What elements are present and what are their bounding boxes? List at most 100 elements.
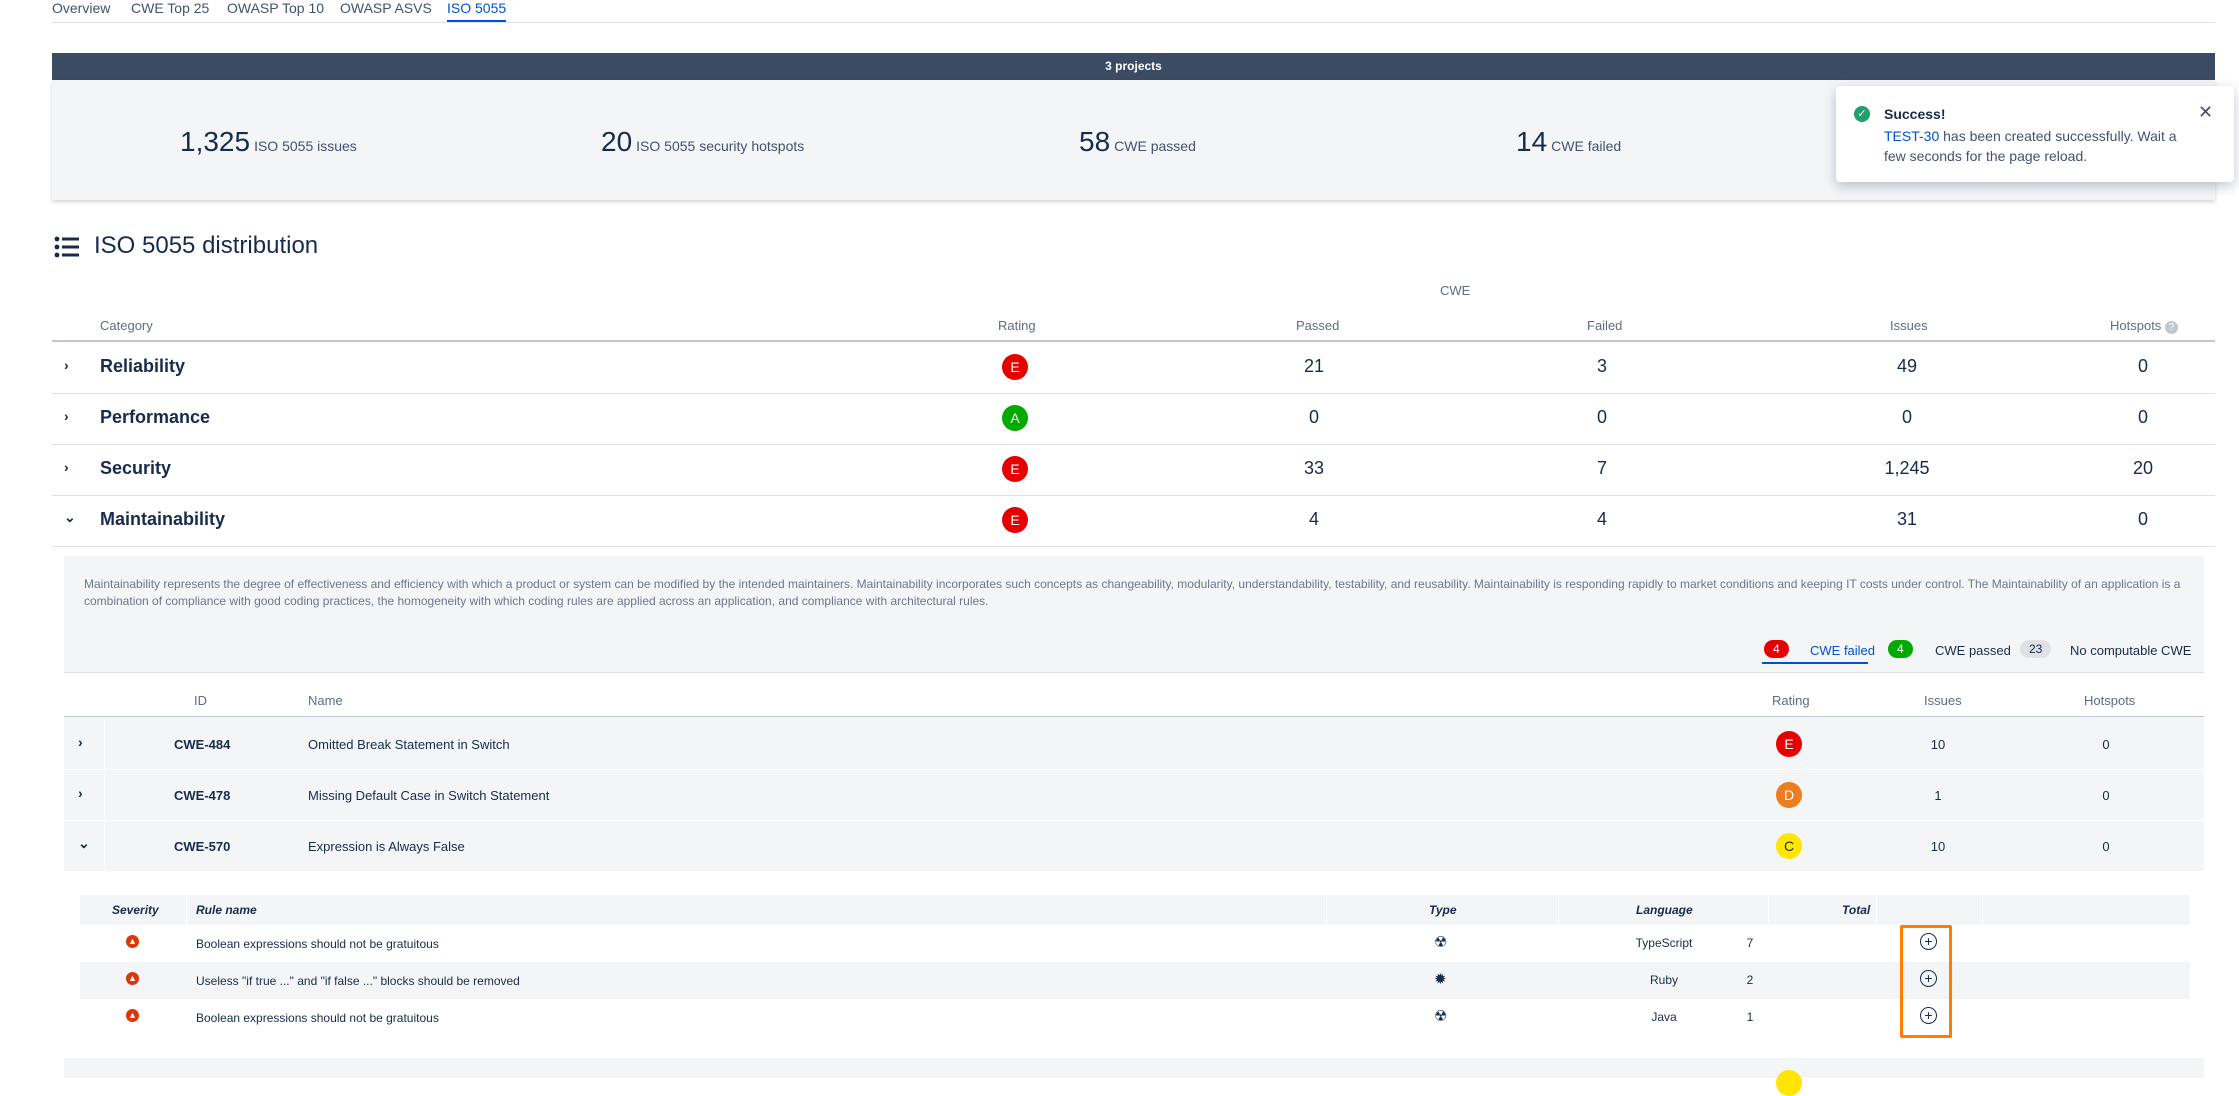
cwe-row-484[interactable]: › CWE-484 Omitted Break Statement in Swi…	[64, 719, 2204, 770]
toast-text: has been created successfully. Wait a fe…	[1884, 128, 2177, 164]
issues-value: 31	[1896, 509, 1918, 529]
col-hotspots-label: Hotspots	[2110, 318, 2162, 333]
rule-name[interactable]: Boolean expressions should not be gratui…	[196, 1011, 439, 1025]
hotspots-value: 0	[2102, 788, 2110, 803]
chevron-right-icon[interactable]: ›	[64, 357, 69, 373]
section-title: ISO 5055 distribution	[94, 232, 319, 259]
cwe-row-478[interactable]: › CWE-478 Missing Default Case in Switch…	[64, 770, 2204, 821]
add-circle-icon[interactable]: +	[1920, 1007, 1937, 1024]
col-rule-name: Rule name	[196, 903, 257, 917]
rule-name[interactable]: Boolean expressions should not be gratui…	[196, 937, 439, 951]
tab-owasp-asvs[interactable]: OWASP ASVS	[340, 0, 432, 16]
failed-value: 3	[1596, 356, 1607, 376]
filter-cwe-passed[interactable]: CWE passed	[1935, 643, 2011, 658]
add-circle-icon[interactable]: +	[1920, 970, 1937, 987]
list-icon	[54, 236, 79, 258]
filter-failed-count: 4	[1764, 640, 1789, 658]
help-icon[interactable]: ?	[2164, 321, 2178, 334]
rating-badge: A	[1002, 405, 1028, 431]
passed-value: 0	[1308, 407, 1319, 427]
col-hotspots: Hotspots	[2084, 693, 2136, 708]
filter-no-computable[interactable]: No computable CWE	[2070, 643, 2192, 658]
next-cwe-row-partial	[64, 1058, 2204, 1096]
chevron-down-icon[interactable]: ⌄	[78, 835, 90, 851]
issues-value: 1,245	[1884, 458, 1930, 478]
category-row-security[interactable]: › Security E 33 7 1,245 20	[52, 444, 2215, 494]
chevron-right-icon[interactable]: ›	[78, 785, 83, 801]
chevron-down-icon[interactable]: ⌄	[64, 509, 76, 525]
category-row-performance[interactable]: › Performance A 0 0 0 0	[52, 393, 2215, 443]
cwe-table-header: ID Name Rating Issues Hotspots	[64, 672, 2204, 717]
rule-total: 1	[1746, 1010, 1754, 1024]
toast-title: Success!	[1884, 106, 1946, 122]
tab-owasp-top-10[interactable]: OWASP Top 10	[227, 0, 325, 16]
col-issues: Issues	[1924, 693, 1962, 708]
chevron-right-icon[interactable]: ›	[64, 459, 69, 475]
stat-cwe-failed: 14 CWE failed	[1516, 126, 1621, 158]
cwe-name: Missing Default Case in Switch Statement	[308, 788, 550, 803]
rule-language: Ruby	[1649, 973, 1678, 987]
col-separator	[1326, 895, 1327, 925]
category-row-maintainability[interactable]: ⌄ Maintainability E 4 4 31 0	[52, 495, 2215, 545]
failed-value: 0	[1596, 407, 1607, 427]
category-name: Reliability	[100, 356, 186, 376]
col-separator	[186, 895, 187, 925]
tab-overview[interactable]: Overview	[52, 0, 111, 16]
rule-language: TypeScript	[1635, 936, 1693, 950]
category-row-reliability[interactable]: › Reliability E 21 3 49 0	[52, 342, 2215, 392]
cwe-id: CWE-570	[174, 839, 231, 854]
issues-value: 10	[1930, 737, 1946, 752]
col-rating: Rating	[1772, 693, 1810, 708]
rating-badge: E	[1002, 354, 1028, 380]
col-type: Type	[1429, 903, 1457, 917]
top-tabs: Overview CWE Top 25 OWASP Top 10 OWASP A…	[52, 0, 2215, 23]
filter-cwe-failed[interactable]: CWE failed	[1810, 643, 1876, 658]
rule-row: ▲ Useless "if true ..." and "if false ..…	[80, 962, 2190, 999]
tab-cwe-top-25[interactable]: CWE Top 25	[131, 0, 210, 16]
projects-bar: 3 projects	[52, 53, 2215, 80]
col-severity: Severity	[112, 903, 159, 917]
hotspots-value: 0	[2137, 509, 2148, 529]
cwe-id: CWE-478	[174, 788, 231, 803]
cwe-header-divider	[64, 716, 2204, 717]
col-separator	[1982, 895, 1983, 925]
category-name: Security	[100, 458, 172, 478]
cwe-group-header: CWE	[1440, 283, 1471, 298]
rating-badge: E	[1002, 456, 1028, 482]
issues-value: 0	[1901, 407, 1912, 427]
cwe-row-570[interactable]: ⌄ CWE-570 Expression is Always False C 1…	[64, 821, 2204, 872]
add-circle-icon[interactable]: +	[1920, 933, 1937, 950]
passed-value: 4	[1308, 509, 1319, 529]
failed-value: 4	[1596, 509, 1607, 529]
toast-issue-link[interactable]: TEST-30	[1884, 128, 1940, 144]
col-separator	[1558, 895, 1559, 925]
hotspots-value: 0	[2102, 839, 2110, 854]
col-id: ID	[194, 693, 207, 708]
bug-icon: ✹	[1434, 971, 1447, 988]
row-divider	[52, 393, 2215, 394]
rule-row: ▲ Boolean expressions should not be grat…	[80, 999, 2190, 1036]
code-smell-icon: ☢	[1434, 1008, 1448, 1025]
tab-iso-5055[interactable]: ISO 5055	[447, 0, 507, 22]
close-icon[interactable]: ✕	[2198, 102, 2214, 122]
cwe-name: Omitted Break Statement in Switch	[308, 737, 510, 752]
col-total: Total	[1842, 903, 1871, 917]
col-separator	[1876, 895, 1877, 925]
rule-name[interactable]: Useless "if true ..." and "if false ..."…	[196, 974, 520, 988]
rule-language: Java	[1651, 1010, 1677, 1024]
passed-value: 33	[1303, 458, 1325, 478]
chevron-right-icon[interactable]: ›	[64, 408, 69, 424]
stat-value: 1,325	[180, 126, 251, 157]
success-toast: ✓ Success! TEST-30 has been created succ…	[1836, 86, 2234, 182]
rule-row: ▲ Boolean expressions should not be grat…	[80, 925, 2190, 962]
filter-no-computable-count: 23	[2020, 640, 2052, 658]
row-divider	[52, 495, 2215, 496]
severity-critical-icon: ▲	[126, 935, 139, 948]
rating-badge: C	[1776, 833, 1802, 859]
severity-critical-icon: ▲	[126, 1009, 139, 1022]
col-separator	[1768, 895, 1769, 925]
highlight-box	[1900, 925, 1952, 1038]
chevron-right-icon[interactable]: ›	[78, 734, 83, 750]
stat-label: ISO 5055 security hotspots	[636, 138, 805, 154]
col-language: Language	[1636, 903, 1693, 917]
